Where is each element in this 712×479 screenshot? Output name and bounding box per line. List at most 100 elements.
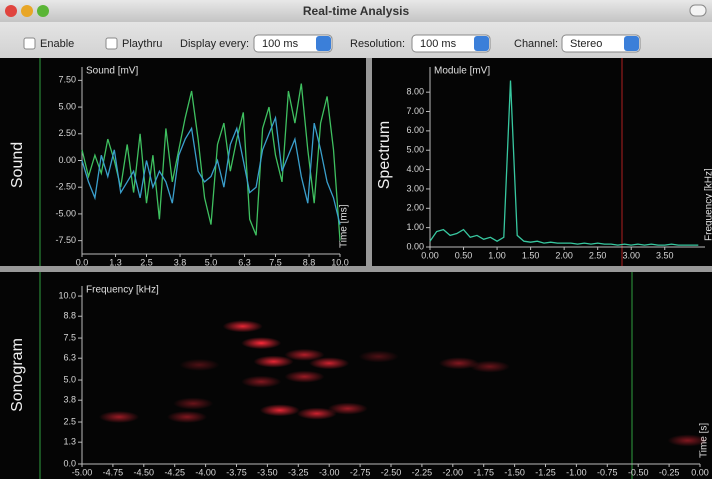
x-tick-label: -2.25 xyxy=(412,467,433,477)
y-tick-label: 5.00 xyxy=(406,145,424,155)
y-tick-label: 1.3 xyxy=(63,437,76,447)
zoom-button[interactable] xyxy=(37,5,49,17)
x-tick-label: -4.50 xyxy=(134,467,155,477)
display-label: Display every: xyxy=(180,38,249,50)
x-tick-label: -1.00 xyxy=(566,467,587,477)
y-tick-label: 8.00 xyxy=(406,87,424,97)
channel-value[interactable]: Stereo xyxy=(570,38,602,50)
sonogram-cell xyxy=(309,357,349,369)
y-tick-label: 5.0 xyxy=(63,374,76,384)
x-tick-label: -4.00 xyxy=(195,467,216,477)
x-tick-label: -4.25 xyxy=(164,467,185,477)
resolution-label: Resolution: xyxy=(350,38,405,50)
y-tick-label: 5.00 xyxy=(58,101,76,111)
y-tick-label: 7.5 xyxy=(63,332,76,342)
y-tick-label: 7.00 xyxy=(406,106,424,116)
y-axis-label: Sound [mV] xyxy=(86,66,138,77)
x-tick-label: 0.00 xyxy=(691,467,709,477)
sonogram-cell xyxy=(470,361,510,373)
sonogram-cell xyxy=(99,411,139,423)
x-tick-label: 3.8 xyxy=(174,257,187,267)
y-tick-label: 7.50 xyxy=(58,75,76,85)
popup-arrows[interactable] xyxy=(624,36,639,51)
sonogram-cell xyxy=(668,434,708,446)
x-tick-label: 10.0 xyxy=(331,257,349,267)
enable-checkbox[interactable] xyxy=(24,38,35,49)
x-tick-label: -2.50 xyxy=(381,467,402,477)
x-tick-label: 8.8 xyxy=(303,257,316,267)
x-tick-label: -4.75 xyxy=(103,467,124,477)
x-tick-label: 0.0 xyxy=(76,257,89,267)
x-tick-label: 3.50 xyxy=(656,250,674,260)
minimize-button[interactable] xyxy=(21,5,33,17)
x-tick-label: 6.3 xyxy=(238,257,251,267)
window-title: Real-time Analysis xyxy=(303,4,410,18)
x-tick-label: -1.25 xyxy=(535,467,556,477)
y-tick-label: 8.8 xyxy=(63,311,76,321)
y-tick-label: 3.00 xyxy=(406,183,424,193)
x-tick-label: -2.75 xyxy=(350,467,371,477)
sonogram-cell xyxy=(359,351,399,363)
enable-label[interactable]: Enable xyxy=(40,38,74,50)
panel-label: Spectrum xyxy=(376,121,393,189)
x-tick-label: 0.00 xyxy=(421,250,439,260)
y-tick-label: 3.8 xyxy=(63,395,76,405)
toolbar-toggle[interactable] xyxy=(690,5,706,16)
popup-arrows[interactable] xyxy=(316,36,331,51)
x-tick-label: 7.5 xyxy=(269,257,282,267)
y-axis-label: Frequency [kHz] xyxy=(86,285,159,296)
y-tick-label: -2.50 xyxy=(55,182,76,192)
app-window: Real-time Analysis Enable Playthru Displ… xyxy=(0,0,712,479)
y-tick-label: 10.0 xyxy=(58,290,76,300)
close-button[interactable] xyxy=(5,5,17,17)
y-tick-label: 2.00 xyxy=(406,203,424,213)
x-tick-label: 2.50 xyxy=(589,250,607,260)
sonogram-cell xyxy=(284,371,324,383)
x-tick-label: 1.00 xyxy=(488,250,506,260)
y-tick-label: 1.00 xyxy=(406,222,424,232)
x-tick-label: 0.50 xyxy=(455,250,473,260)
x-tick-label: -3.50 xyxy=(257,467,278,477)
y-tick-label: 2.50 xyxy=(58,128,76,138)
x-tick-label: 5.0 xyxy=(205,257,218,267)
y-tick-label: 2.5 xyxy=(63,416,76,426)
y-axis-label: Module [mV] xyxy=(434,66,490,77)
sonogram-cell xyxy=(328,403,368,415)
channel-label: Channel: xyxy=(514,38,558,50)
x-tick-label: 2.00 xyxy=(555,250,573,260)
popup-arrows[interactable] xyxy=(474,36,489,51)
y-tick-label: 4.00 xyxy=(406,164,424,174)
x-tick-label: -1.75 xyxy=(473,467,494,477)
x-tick-label: 1.3 xyxy=(109,257,122,267)
y-tick-label: 0.00 xyxy=(58,155,76,165)
sonogram-panel xyxy=(0,272,712,479)
sonogram-cell xyxy=(179,359,219,371)
sonogram-cell xyxy=(260,404,300,416)
sonogram-cell xyxy=(241,337,281,349)
sonogram-cell xyxy=(173,398,213,410)
sonogram-cell xyxy=(241,376,281,388)
y-tick-label: -7.50 xyxy=(55,235,76,245)
x-tick-label: 1.50 xyxy=(522,250,540,260)
x-tick-label: -0.25 xyxy=(659,467,680,477)
x-tick-label: 2.5 xyxy=(140,257,153,267)
x-tick-label: -0.75 xyxy=(597,467,618,477)
y-tick-label: 6.3 xyxy=(63,353,76,363)
playthru-checkbox[interactable] xyxy=(106,38,117,49)
x-tick-label: -3.00 xyxy=(319,467,340,477)
x-tick-label: -3.75 xyxy=(226,467,247,477)
x-tick-label: 3.00 xyxy=(622,250,640,260)
x-tick-label: -2.00 xyxy=(443,467,464,477)
sonogram-cell xyxy=(167,411,207,423)
x-tick-label: -3.25 xyxy=(288,467,309,477)
display-value[interactable]: 100 ms xyxy=(262,38,299,50)
sonogram-cell xyxy=(223,320,263,332)
x-tick-label: -0.50 xyxy=(628,467,649,477)
x-tick-label: -1.50 xyxy=(504,467,525,477)
y-tick-label: 6.00 xyxy=(406,125,424,135)
panel-label: Sonogram xyxy=(9,338,26,412)
x-axis-label: Frequency [kHz] xyxy=(704,168,712,241)
resolution-value[interactable]: 100 ms xyxy=(420,38,457,50)
playthru-label[interactable]: Playthru xyxy=(122,38,162,50)
panel-label: Sound xyxy=(9,142,26,188)
